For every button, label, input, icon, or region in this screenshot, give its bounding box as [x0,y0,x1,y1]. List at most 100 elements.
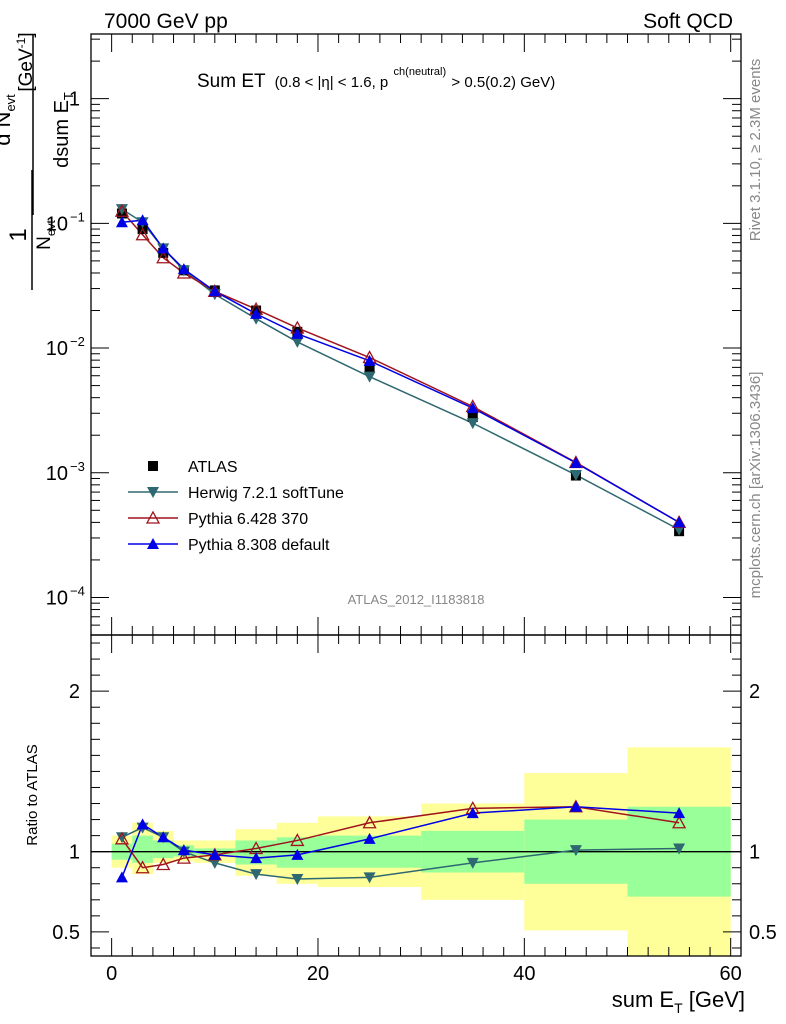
point-herwig-7-2-1-softtune [363,371,376,383]
ratio-y-axis-label: Ratio to ATLAS [24,744,41,845]
line-pythia-8-308-default [121,219,680,524]
ratio-panel-axes: 0.5 0.51 12 20 20 40 60 [52,634,777,985]
ratio-point-pythia-6-428-370 [672,815,687,829]
ratio-point-pythia-6-428-370 [290,833,305,847]
ratio-point-pythia-6-428-370 [114,831,130,845]
ratio-point-pythia-8-308-default [466,807,479,819]
point-atlas [467,411,478,422]
y-tick-label: 10 [46,338,68,360]
point-pythia-8-308-default [466,402,479,414]
ratio-panel-bands [91,747,741,956]
mcplots-label: mcplots.cern.ch [arXiv:1306.3436] [747,372,764,599]
ratio-point-pythia-8-308-default [157,831,170,843]
legend-label-atlas: ATLAS [188,459,238,476]
x-tick-label: 0 [106,963,117,985]
ratio-y-tick-label-right: 1 [749,842,760,864]
point-pythia-8-308-default [291,327,304,339]
point-pythia-6-428-370 [135,227,150,241]
x-tick-label: 20 [307,963,329,985]
point-herwig-7-2-1-softtune [115,204,128,216]
y-tick-label-exponent: −1 [70,209,85,224]
point-herwig-7-2-1-softtune [569,469,582,481]
ratio-point-pythia-8-308-default [569,800,582,812]
svg-text:d Nevt: d Nevt [0,94,18,146]
collision-label: 7000 GeV pp [104,10,228,33]
legend-marker-pythia-8-308-default [147,538,159,549]
point-atlas [364,362,375,373]
ratio-y-tick-label-right: 2 [749,681,760,703]
ratio-point-pythia-8-308-default [177,844,190,856]
plot-title-sup: ch(neutral) [394,66,447,78]
y-tick-label-exponent: −4 [70,583,85,598]
svg-text:Nevt: Nevt [34,219,58,249]
point-herwig-7-2-1-softtune [291,336,304,348]
ratio-point-herwig-7-2-1-softtune [363,872,376,884]
ratio-point-herwig-7-2-1-softtune [208,857,221,869]
ratio-point-pythia-8-308-default [673,807,686,819]
ratio-frame [90,634,742,957]
x-axis-label: sum ET [GeV] [612,987,745,1016]
y-tick-label-exponent: −3 [70,459,85,474]
ratio-point-herwig-7-2-1-softtune [291,873,304,885]
ratio-point-herwig-7-2-1-softtune [569,845,582,857]
svg-text:1: 1 [5,228,32,241]
ratio-y-tick-label: 0.5 [52,922,80,944]
ratio-point-herwig-7-2-1-softtune [466,857,479,869]
point-pythia-8-308-default [157,242,170,254]
rivet-label: Rivet 3.1.10, ≥ 2.3M events [747,59,764,242]
point-pythia-8-308-default [177,263,190,275]
legend-label-pythia-8-308-default: Pythia 8.308 default [188,537,330,554]
point-pythia-8-308-default [115,216,128,228]
x-tick-label: 60 [720,963,742,985]
category-label: Soft QCD [643,10,733,33]
ratio-point-pythia-6-428-370 [135,860,150,874]
plot-title-cond-end: > 0.5(0.2) GeV) [451,74,555,91]
legend-label-herwig-7-2-1-softtune: Herwig 7.2.1 softTune [188,485,344,502]
legend-marker-herwig-7-2-1-softtune [147,487,159,498]
point-pythia-6-428-370 [156,250,171,264]
y-tick-label: 10 [46,587,68,609]
ratio-point-pythia-6-428-370 [156,857,171,871]
point-pythia-8-308-default [569,456,582,468]
ratio-line-pythia-6-428-370 [121,805,680,869]
legend-marker-pythia-6-428-370 [145,510,161,524]
ratio-y-tick-label: 1 [69,842,80,864]
line-herwig-7-2-1-softtune [121,208,680,531]
point-pythia-8-308-default [250,307,263,319]
analysis-id: ATLAS_2012_I1183818 [348,592,485,607]
ratio-point-pythia-6-428-370 [362,815,377,829]
ratio-point-herwig-7-2-1-softtune [673,843,686,855]
y-tick-label-exponent: −2 [70,334,85,349]
y-tick-label: 10 [46,463,68,485]
stat-uncertainty-band [132,835,153,863]
x-tick-label: 40 [513,963,535,985]
point-herwig-7-2-1-softtune [466,418,479,430]
legend-label-pythia-6-428-370: Pythia 6.428 370 [188,511,308,528]
point-pythia-8-308-default [363,354,376,366]
ratio-point-herwig-7-2-1-softtune [250,869,263,881]
ratio-y-tick-label: 2 [69,681,80,703]
y-tick-label: 10 [46,213,68,235]
main-panel-data [114,203,687,537]
stat-uncertainty-band [152,840,174,859]
ratio-point-pythia-8-308-default [208,848,221,860]
ratio-point-herwig-7-2-1-softtune [115,832,128,844]
ratio-point-pythia-6-428-370 [176,850,191,864]
point-pythia-6-428-370 [114,203,130,217]
y-tick-label: 1 [69,89,80,111]
ratio-point-pythia-8-308-default [115,871,128,883]
ratio-point-pythia-8-308-default [363,832,376,844]
ratio-point-pythia-8-308-default [250,852,263,864]
svg-text:dsum ET: dsum ET [51,92,76,168]
ratio-y-tick-label-right: 0.5 [749,922,777,944]
ratio-point-pythia-8-308-default [136,818,149,830]
legend: ATLAS Herwig 7.2.1 softTune Pythia 6.428 3… [128,459,344,554]
point-pythia-8-308-default [136,214,149,226]
main-y-axis-label: 1 Nevt d Nevt dsum ET [GeV-1] [0,32,76,290]
legend-marker-atlas [148,461,158,471]
point-pythia-8-308-default [208,285,221,297]
plot-title: Sum ET (0.8 < |η| < 1.6, p ch(neutral) >… [197,59,555,92]
ratio-panel-data [114,799,687,885]
plot-title-cond: (0.8 < |η| < 1.6, p [275,74,389,91]
